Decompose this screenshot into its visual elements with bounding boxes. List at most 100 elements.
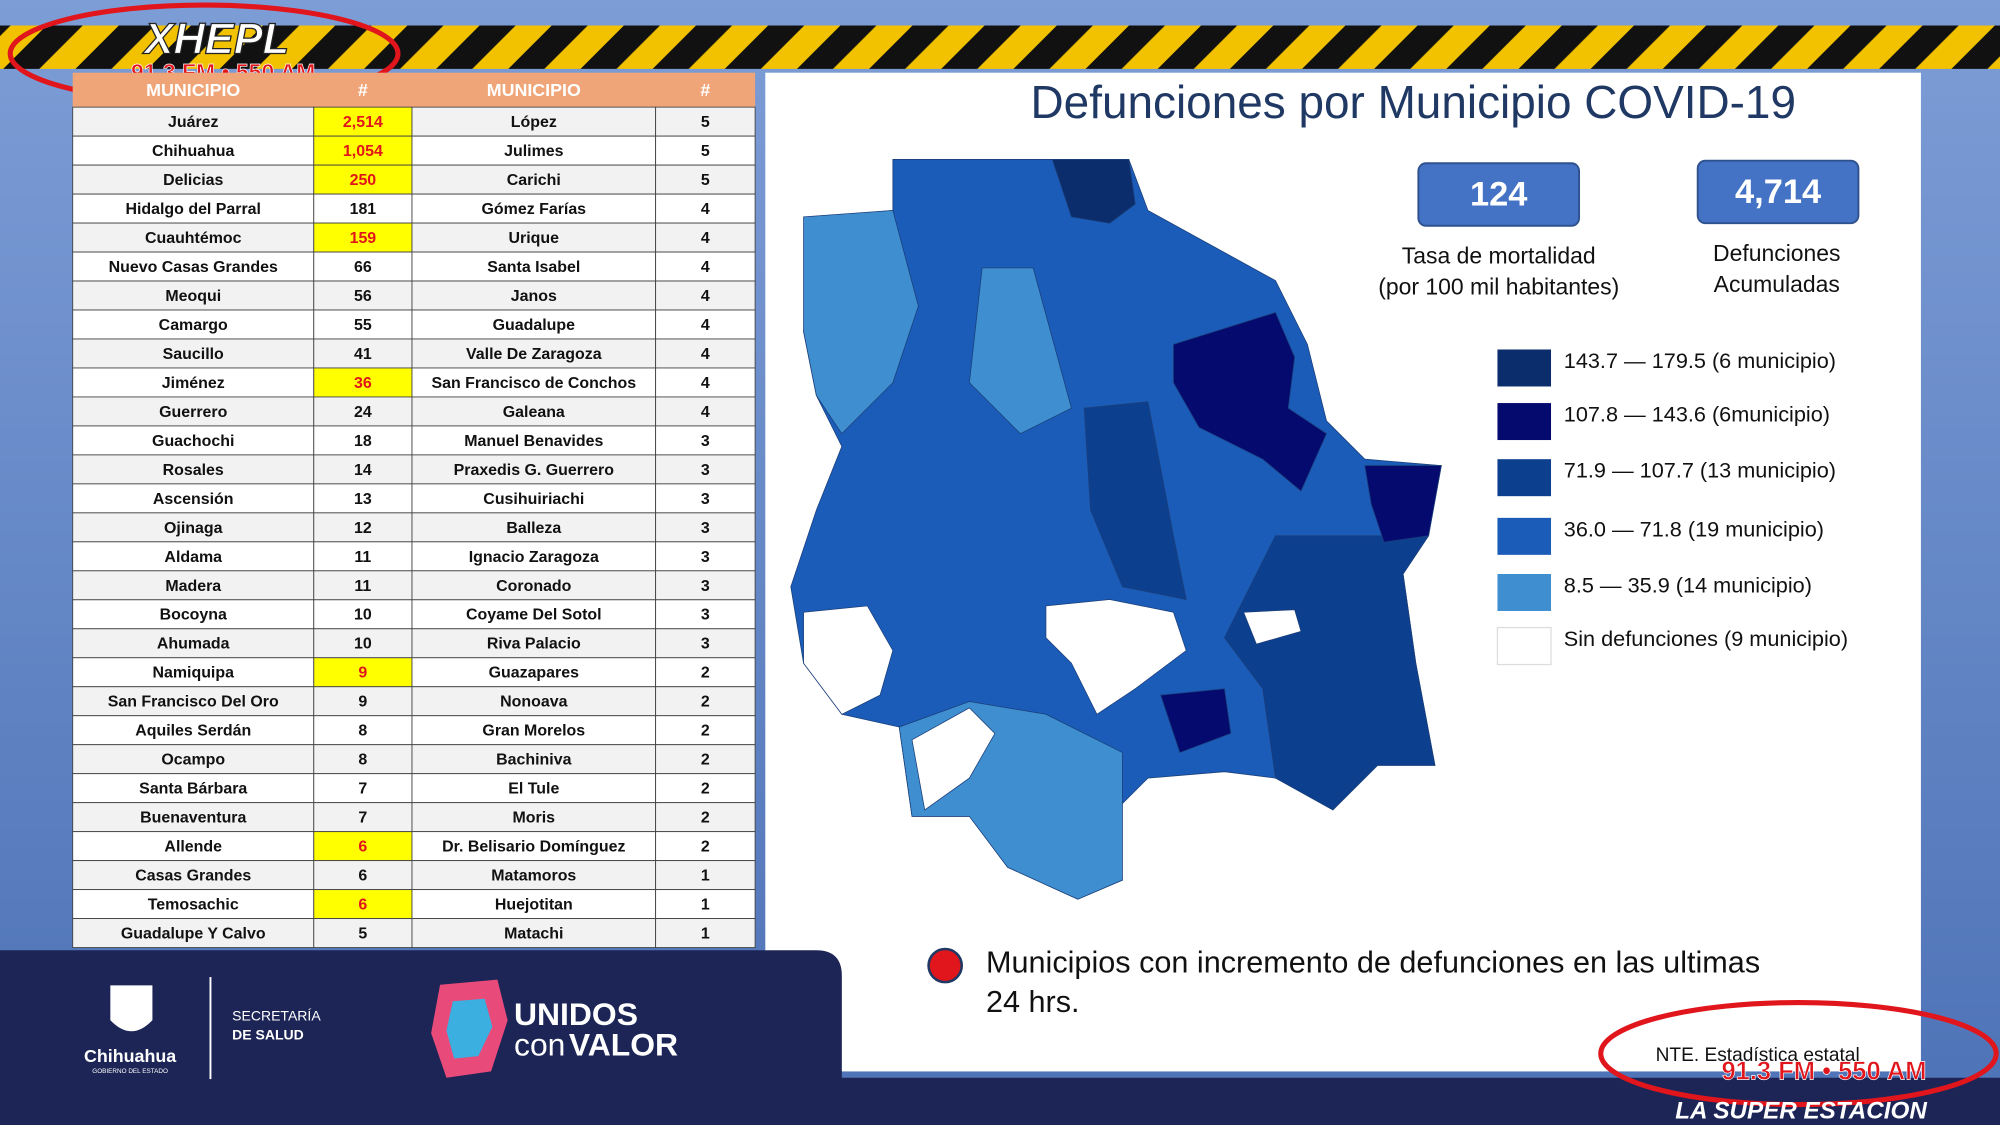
table-cell	[411, 715, 657, 746]
table-cell-text: 8	[358, 723, 367, 740]
table-cell-text: Allende	[164, 839, 222, 856]
watermark-tagline: LA SUPER ESTACION	[1675, 1098, 1927, 1125]
municipality-area	[1364, 465, 1442, 543]
table-cell-text: Balleza	[506, 520, 561, 537]
table-cell-text: Manuel Benavides	[464, 433, 603, 450]
table-cell-text: 7	[358, 781, 367, 798]
table-cell-text: Saucillo	[163, 346, 224, 363]
table-cell	[72, 686, 315, 717]
table-cell-text: Ojinaga	[164, 520, 223, 537]
legend-label: 107.8 — 143.6 (6municipio)	[1564, 402, 1830, 427]
stat-box	[1696, 159, 1860, 225]
table-cell	[72, 918, 315, 948]
slogan-word: UNIDOS	[514, 996, 638, 1032]
table-cell	[655, 889, 756, 920]
municipality-area	[968, 267, 1072, 435]
table-cell-text: Cuauhtémoc	[145, 230, 242, 247]
table-cell	[655, 425, 756, 456]
table-cell	[313, 802, 413, 833]
table-cell	[655, 483, 756, 514]
stat-label: Acumuladas	[1714, 271, 1840, 297]
table-cell-text: 3	[701, 491, 710, 508]
table-cell	[411, 570, 657, 601]
table-cell	[655, 164, 756, 195]
table-cell-text: 36	[354, 375, 372, 392]
table-cell-text: Riva Palacio	[487, 636, 581, 653]
table-cell-text: Moris	[513, 810, 556, 827]
table-cell	[313, 135, 413, 166]
table-cell-text: Juárez	[168, 114, 219, 131]
increase-marker	[927, 947, 964, 984]
table-cell-text: 6	[358, 868, 367, 885]
table-cell-text: 1,054	[343, 143, 383, 160]
table-cell-text: Ignacio Zaragoza	[469, 549, 599, 566]
table-cell-text: 4	[701, 404, 710, 421]
table-cell	[411, 280, 657, 311]
municipality-area	[1173, 312, 1328, 492]
table-cell-text: El Tule	[508, 781, 559, 798]
table-cell	[72, 193, 315, 224]
table-cell-text: Casas Grandes	[135, 868, 251, 885]
table-cell	[655, 396, 756, 427]
table-cell	[411, 222, 657, 253]
table-cell-text: 3	[701, 607, 710, 624]
table-cell-text: San Francisco Del Oro	[108, 694, 279, 711]
municipality-area	[1051, 159, 1136, 224]
table-cell-text: 10	[354, 607, 372, 624]
table-cell-text: Meoqui	[165, 288, 221, 305]
note-text: 24 hrs.	[986, 985, 1080, 1019]
table-cell-text: Aldama	[164, 549, 222, 566]
table-cell	[655, 338, 756, 369]
table-cell	[655, 831, 756, 862]
legend-swatch	[1497, 459, 1552, 497]
table-cell	[72, 860, 315, 891]
table-cell	[411, 860, 657, 891]
table-cell	[72, 599, 315, 630]
table-cell	[72, 744, 315, 775]
table-cell-text: 4	[701, 317, 710, 334]
table-cell-text: 14	[354, 462, 372, 479]
column-header: #	[700, 80, 710, 100]
table-cell	[313, 686, 413, 717]
table-cell-text: 181	[350, 201, 377, 218]
state-shield	[109, 984, 154, 1033]
stat-value: 124	[1470, 176, 1527, 214]
table-cell	[655, 628, 756, 659]
table-cell-text: 18	[354, 433, 372, 450]
dept-name: SECRETARÍA	[232, 1007, 321, 1023]
table-cell-text: 3	[701, 433, 710, 450]
table-cell-text: Buenaventura	[140, 810, 246, 827]
table-cell-text: Janos	[511, 288, 557, 305]
note-text: Municipios con incremento de defunciones…	[986, 945, 1760, 979]
table-cell	[411, 164, 657, 195]
table-header-bg	[72, 72, 756, 108]
legend-swatch	[1497, 403, 1552, 441]
table-cell	[313, 222, 413, 253]
table-cell-text: Nuevo Casas Grandes	[109, 259, 278, 276]
legend-swatch	[1497, 349, 1552, 387]
table-cell	[313, 454, 413, 485]
table-cell-text: 3	[701, 520, 710, 537]
table-cell	[655, 251, 756, 282]
table-cell-text: Nonoava	[500, 694, 567, 711]
table-cell	[313, 106, 413, 137]
table-cell-text: Guadalupe	[493, 317, 575, 334]
watermark-ring	[1598, 999, 1999, 1108]
table-cell-text: Rosales	[163, 462, 224, 479]
table-cell	[655, 802, 756, 833]
table-cell-text: 4	[701, 346, 710, 363]
table-cell-text: Santa Isabel	[487, 259, 580, 276]
table-cell-text: 2	[701, 694, 710, 711]
table-cell	[655, 686, 756, 717]
table-cell-text: 8	[358, 752, 367, 769]
table-cell	[72, 512, 315, 543]
column-header: MUNICIPIO	[487, 80, 581, 100]
table-cell-text: 9	[358, 694, 367, 711]
table-cell-text: Guerrero	[159, 404, 227, 421]
table-cell-text: 3	[701, 578, 710, 595]
municipality-area	[1224, 535, 1436, 811]
table-cell	[655, 280, 756, 311]
table-cell-text: 55	[354, 317, 372, 334]
table-cell-text: 6	[358, 839, 367, 856]
